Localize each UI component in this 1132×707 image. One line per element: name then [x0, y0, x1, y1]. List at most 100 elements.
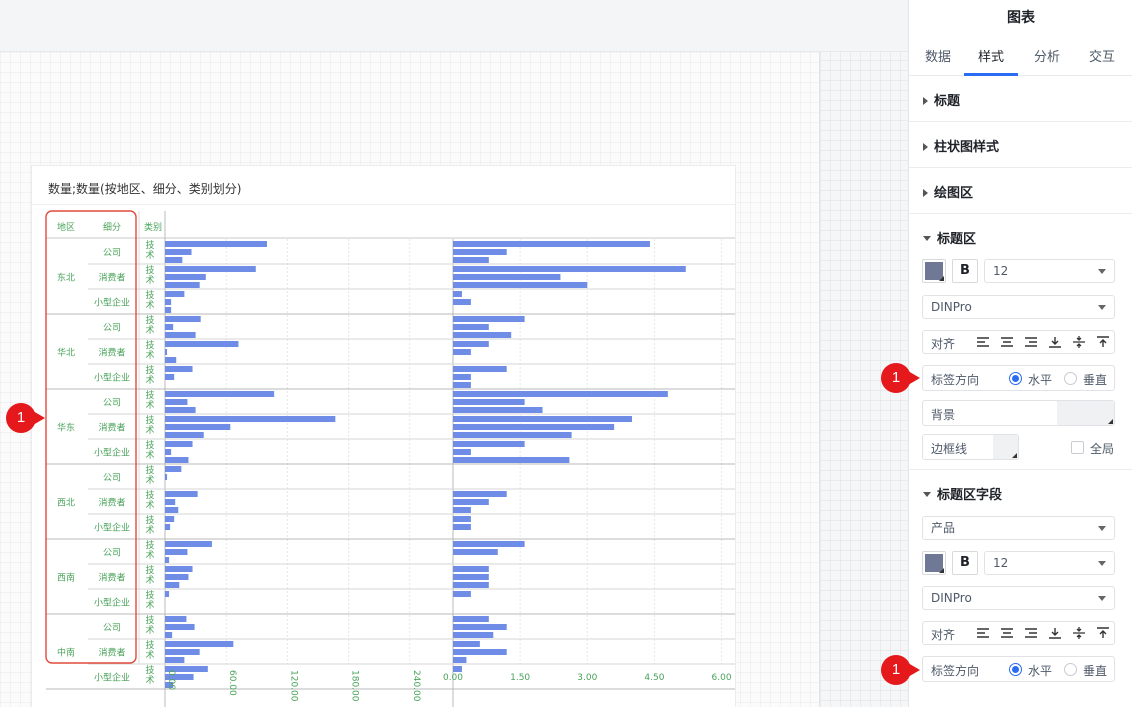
bar-chart[interactable]: 地区 细分 类别公司技术消费者技术小型企业技术东北公司技术消费者技术小型企业技术华北…	[32, 166, 735, 707]
header-segment: 细分	[103, 221, 121, 233]
align-right-icon[interactable]	[1024, 336, 1038, 348]
align-bottom-icon[interactable]	[1048, 627, 1062, 639]
tab-analysis[interactable]: 分析	[1033, 50, 1060, 65]
tab-style[interactable]: 样式	[977, 50, 1004, 65]
align-left-icon[interactable]	[976, 336, 990, 348]
segment-label: 小型企业	[94, 522, 130, 534]
field-bold-button[interactable]: B	[952, 551, 978, 575]
align-bottom-icon[interactable]	[1048, 336, 1062, 348]
direction-vertical-label[interactable]: 垂直	[1083, 373, 1108, 387]
section-bar-style-toggle[interactable]: 柱状图样式	[923, 136, 999, 155]
field-font-size-select[interactable]: 12	[984, 551, 1115, 575]
section-title: 标题	[909, 76, 1132, 122]
bar-right	[453, 441, 525, 447]
bar-left	[165, 516, 175, 522]
category-label: 技	[145, 664, 154, 676]
bar-left	[165, 299, 172, 305]
font-size-value: 12	[993, 264, 1009, 278]
section-plot-area-toggle[interactable]: 绘图区	[923, 182, 973, 201]
bar-left	[165, 241, 267, 247]
align-middle-icon[interactable]	[1072, 627, 1086, 639]
segment-label: 消费者	[98, 347, 125, 359]
bar-right	[453, 574, 489, 580]
bar-right	[453, 549, 498, 555]
bar-right	[453, 241, 650, 247]
category-label: 术	[145, 574, 154, 586]
field-font-family-select[interactable]: DINPro	[922, 586, 1115, 610]
segment-label: 消费者	[98, 497, 125, 509]
background-control[interactable]: 背景	[922, 400, 1115, 426]
bar-left	[165, 591, 170, 597]
align-middle-icon[interactable]	[1072, 336, 1086, 348]
bar-left	[165, 632, 173, 638]
tab-interaction[interactable]: 交互	[1088, 50, 1115, 65]
tab-data[interactable]: 数据	[924, 50, 951, 65]
caret-down-icon	[923, 236, 931, 241]
bar-right	[453, 516, 471, 522]
category-label: 技	[145, 464, 154, 476]
field-direction-vertical-label[interactable]: 垂直	[1083, 664, 1108, 678]
segment-label: 公司	[103, 473, 121, 484]
region-label: 东北	[57, 272, 75, 284]
section-plot-area: 绘图区	[909, 168, 1132, 214]
direction-vertical-radio[interactable]	[1064, 372, 1077, 385]
align-right-icon[interactable]	[1024, 627, 1038, 639]
background-color-swatch[interactable]	[1057, 401, 1114, 425]
label-direction-label: 标签方向	[931, 373, 980, 387]
bar-left	[165, 291, 185, 297]
align-control: 对齐	[922, 330, 1115, 354]
direction-horizontal-radio[interactable]	[1009, 372, 1022, 385]
chart-card[interactable]: 数量;数量(按地区、细分、类别划分) 地区 细分 类别 公司技术消费者技术小型企业技术…	[32, 166, 735, 707]
font-family-value: DINPro	[931, 300, 972, 314]
bar-right	[453, 341, 489, 347]
bar-right	[453, 299, 471, 305]
section-header-area: 标题区 B 12 DINPro 对齐 标签方向 水平 垂直 背景 边框线	[909, 214, 1132, 470]
field-select[interactable]: 产品	[922, 516, 1115, 540]
font-size-select[interactable]: 12	[984, 259, 1115, 283]
properties-panel: 图表 数据 样式 分析 交互 标题 柱状图样式 绘图区 标题区 B 12 DIN…	[908, 0, 1132, 707]
field-direction-vertical-radio[interactable]	[1064, 663, 1077, 676]
bar-left	[165, 549, 188, 555]
font-color-picker[interactable]	[922, 259, 946, 283]
global-checkbox[interactable]	[1071, 441, 1084, 454]
bar-left	[165, 491, 198, 497]
segment-label: 公司	[103, 248, 121, 259]
global-label[interactable]: 全局	[1090, 442, 1115, 456]
bar-left	[165, 349, 168, 355]
dropdown-corner-icon	[1108, 419, 1113, 424]
section-header-area-toggle[interactable]: 标题区	[923, 228, 976, 247]
category-label: 术	[145, 249, 154, 261]
bar-left	[165, 282, 200, 288]
direction-horizontal-label[interactable]: 水平	[1028, 373, 1053, 387]
field-label-direction-control: 标签方向 水平 垂直	[922, 656, 1115, 682]
left-axis-tick: 240.00	[411, 670, 421, 702]
align-top-icon[interactable]	[1096, 627, 1110, 639]
font-family-select[interactable]: DINPro	[922, 295, 1115, 319]
segment-label: 公司	[103, 323, 121, 334]
bar-left	[165, 316, 201, 322]
bar-right	[453, 424, 615, 430]
category-label: 技	[145, 414, 154, 426]
section-bar-style-label: 柱状图样式	[934, 140, 1000, 155]
field-direction-horizontal-label[interactable]: 水平	[1028, 664, 1053, 678]
align-top-icon[interactable]	[1096, 336, 1110, 348]
bar-left	[165, 332, 196, 338]
bold-button[interactable]: B	[952, 259, 978, 283]
border-control[interactable]: 边框线	[922, 434, 1019, 460]
section-header-field-toggle[interactable]: 标题区字段	[923, 484, 1002, 503]
align-center-icon[interactable]	[1000, 336, 1014, 348]
field-direction-horizontal-radio[interactable]	[1009, 663, 1022, 676]
field-font-color-picker[interactable]	[922, 551, 946, 575]
section-plot-area-label: 绘图区	[934, 186, 974, 201]
label-direction-control: 标签方向 水平 垂直	[922, 365, 1115, 391]
category-label: 术	[145, 299, 154, 311]
bar-right	[453, 641, 480, 647]
chart-title: 数量;数量(按地区、细分、类别划分)	[48, 182, 242, 196]
align-left-icon[interactable]	[976, 627, 990, 639]
align-center-icon[interactable]	[1000, 627, 1014, 639]
caret-down-icon	[923, 492, 931, 497]
right-axis-tick: 1.50	[510, 673, 530, 683]
section-title-toggle[interactable]: 标题	[923, 90, 960, 109]
bar-left	[165, 407, 196, 413]
bar-left	[165, 457, 189, 463]
